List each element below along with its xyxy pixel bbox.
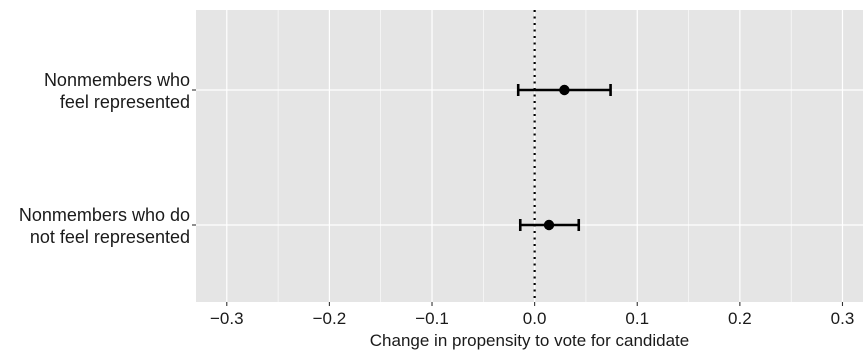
x-tick-label: 0.2	[728, 309, 752, 328]
estimate-point	[559, 84, 570, 96]
category-label-line: not feel represented	[30, 227, 190, 247]
x-tick-label: 0.1	[625, 309, 649, 328]
category-label-line: Nonmembers who	[44, 70, 190, 90]
estimate-marks	[516, 84, 612, 231]
category-label-line: feel represented	[60, 92, 190, 112]
estimate-point	[543, 219, 555, 231]
plot-panel	[196, 10, 863, 302]
x-tick-label: −0.3	[210, 309, 244, 328]
x-axis-title: Change in propensity to vote for candida…	[370, 331, 689, 350]
x-tick-label: 0.3	[831, 309, 855, 328]
category-label-line: Nonmembers who do	[19, 205, 190, 225]
x-tick-label: −0.2	[313, 309, 347, 328]
x-axis-ticks: −0.3 −0.2 −0.1 0.0 0.1 0.2 0.3	[210, 302, 854, 328]
x-tick-label: 0.0	[523, 309, 547, 328]
x-tick-label: −0.1	[415, 309, 449, 328]
minor-gridlines	[277, 10, 792, 302]
